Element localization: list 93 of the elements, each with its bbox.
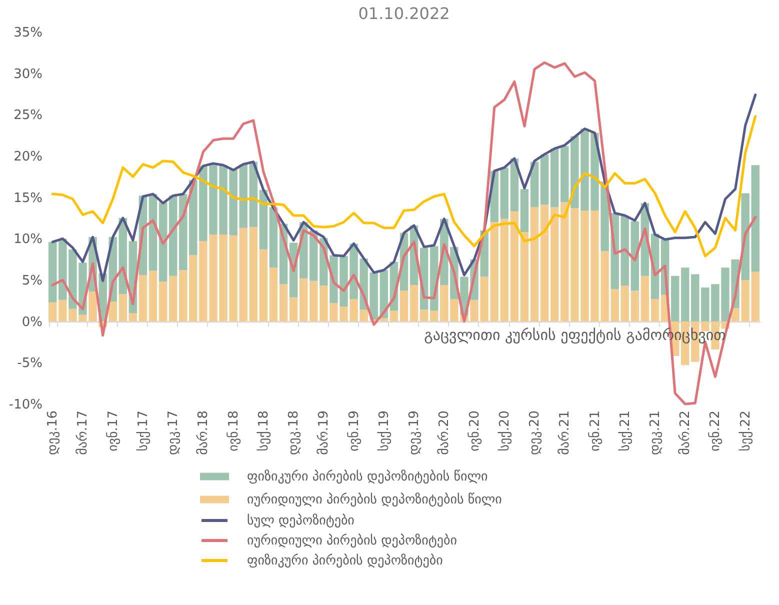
- x-tick-label: დეკ.21: [648, 410, 663, 456]
- bar: [269, 268, 278, 322]
- chart-title: 01.10.2022: [358, 4, 450, 23]
- legend-label: იურიდიული პირების დეპოზიტების წილი: [247, 492, 502, 508]
- bar: [550, 148, 559, 208]
- bar: [249, 227, 258, 322]
- bar: [380, 318, 388, 322]
- bar: [370, 272, 378, 320]
- x-tick-label: მარ.19: [316, 410, 332, 455]
- bar: [239, 228, 248, 322]
- x-tick-label: ივნ.18: [226, 410, 242, 452]
- bar: [239, 164, 248, 228]
- x-tick-label: მარ.22: [678, 410, 694, 455]
- bar: [751, 165, 760, 272]
- x-tick-label: სექ.21: [618, 410, 633, 452]
- bar: [630, 290, 640, 322]
- x-tick-label: ივნ.21: [588, 410, 603, 452]
- bar: [289, 297, 298, 322]
- bar: [148, 270, 158, 322]
- x-tick-label: სექ.17: [136, 410, 151, 452]
- bar: [158, 282, 168, 322]
- y-tick-label: 10%: [14, 232, 42, 248]
- y-tick-label: 25%: [14, 108, 42, 124]
- bar: [540, 154, 549, 205]
- bar: [299, 278, 308, 322]
- x-tick-label: ივნ.19: [346, 410, 362, 452]
- y-tick-label: -10%: [8, 398, 42, 412]
- x-tick-label: მარ.20: [437, 410, 452, 455]
- bar: [620, 286, 629, 322]
- line-series: [51, 61, 757, 406]
- x-tick-label: დეკ.19: [407, 410, 422, 456]
- x-tick-label: სექ.18: [256, 410, 272, 452]
- bar: [138, 275, 148, 322]
- y-tick-label: 35%: [14, 26, 42, 40]
- bar: [500, 218, 509, 322]
- bar: [108, 301, 117, 322]
- bar: [259, 249, 268, 322]
- bar: [48, 302, 57, 322]
- legend-label: სულ დეპოზიტები: [247, 514, 355, 528]
- bar: [530, 207, 539, 322]
- bar: [158, 202, 168, 282]
- x-tick-label: დეკ.20: [528, 410, 543, 456]
- x-tick-label: სექ.19: [376, 410, 392, 452]
- bar: [279, 284, 288, 322]
- bar: [640, 276, 650, 322]
- bar: [540, 204, 549, 322]
- bar: [48, 242, 57, 302]
- x-tick-label: ივნ.20: [467, 410, 482, 452]
- x-tick-label: მარ.21: [558, 410, 573, 455]
- bar: [530, 162, 539, 208]
- x-tick-label: ივნ.17: [106, 410, 121, 452]
- y-tick-label: 15%: [14, 190, 42, 206]
- bar: [560, 202, 569, 322]
- bar: [430, 310, 438, 322]
- bar: [550, 207, 559, 322]
- bar: [520, 189, 529, 232]
- legend-label: ფიზიკური პირების დეპოზიტები: [247, 554, 444, 568]
- y-tick-label: 5%: [22, 274, 42, 288]
- bar: [168, 196, 178, 276]
- x-tick-label: სექ.20: [497, 410, 512, 452]
- bar: [500, 168, 509, 219]
- x-tick-label: სექ.22: [738, 410, 754, 452]
- y-tick-label: -5%: [17, 356, 42, 372]
- bar: [179, 270, 188, 322]
- bar: [751, 272, 760, 322]
- x-tick-label: დეკ.16: [46, 410, 61, 456]
- bar: [510, 211, 519, 322]
- x-tick-label: ივნ.22: [708, 410, 724, 452]
- bar: [420, 310, 428, 322]
- bar: [118, 294, 128, 322]
- legend-label: ფიზიკური პირების დეპოზიტების წილი: [247, 470, 488, 484]
- y-tick-label: 20%: [14, 150, 42, 164]
- x-tick-label: დეკ.18: [286, 410, 302, 456]
- x-tick-label: მარ.18: [196, 410, 212, 455]
- bar: [620, 216, 629, 286]
- bar: [390, 310, 398, 322]
- bar: [410, 284, 418, 322]
- x-tick-label: მარ.17: [76, 410, 91, 455]
- bar: [650, 299, 660, 322]
- bar: [520, 232, 529, 322]
- bar: [128, 313, 138, 322]
- bar: [670, 276, 680, 322]
- bar: [560, 146, 569, 202]
- bar: [400, 290, 408, 322]
- x-tick-label: დეკ.17: [166, 410, 182, 456]
- bar: [269, 207, 278, 268]
- line-series: [51, 115, 757, 258]
- legend-label: იურიდიული პირების დეპოზიტები: [247, 534, 458, 548]
- y-tick-label: 0%: [22, 314, 42, 330]
- bar: [168, 276, 178, 322]
- y-tick-label: 30%: [14, 66, 42, 82]
- bar: [680, 268, 690, 322]
- line-series: [51, 94, 757, 282]
